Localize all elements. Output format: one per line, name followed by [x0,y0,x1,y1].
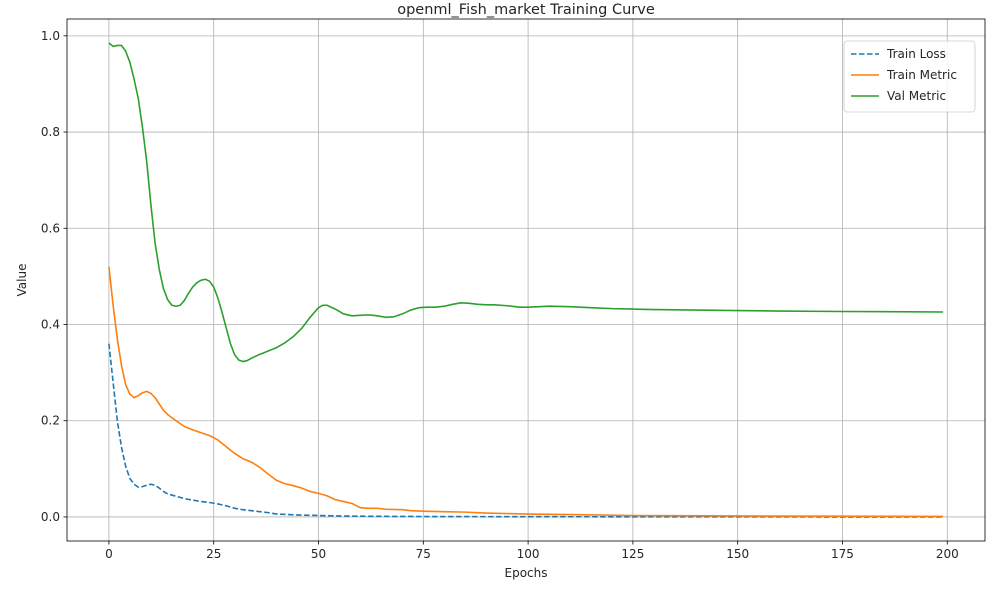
y-tick-label: 0.2 [41,414,60,428]
x-tick-label: 175 [831,547,854,561]
y-axis-label: Value [15,264,29,297]
y-tick-label: 0.0 [41,510,60,524]
series-line-train-metric [108,266,944,518]
x-tick-label: 50 [311,547,326,561]
y-tick-label: 0.8 [41,125,60,139]
series-line-train-loss [108,343,944,518]
legend-label: Train Metric [886,68,957,82]
x-axis-label: Epochs [505,566,548,580]
x-tick-label: 0 [105,547,113,561]
legend-label: Val Metric [887,89,946,103]
y-tick-label: 0.4 [41,318,60,332]
x-tick-label: 150 [726,547,749,561]
chart-title: openml_Fish_market Training Curve [397,2,655,18]
x-tick-label: 200 [936,547,959,561]
y-tick-label: 1.0 [41,29,60,43]
series-lines [108,42,944,518]
y-tick-label: 0.6 [41,221,60,235]
legend: Train Loss Train Metric Val Metric [843,40,976,113]
plot-area-frame [66,18,986,542]
x-tick-label: 75 [416,547,431,561]
legend-label: Train Loss [886,47,946,61]
legend-box [843,40,976,113]
y-axis-ticks: 0.0 0.2 0.4 0.6 0.8 1.0 [41,29,67,524]
series-line-val-metric [108,42,944,363]
x-axis-ticks: 0 25 50 75 100 125 150 175 200 [105,541,959,561]
x-tick-label: 100 [517,547,540,561]
x-tick-label: 125 [621,547,644,561]
x-tick-label: 25 [206,547,221,561]
